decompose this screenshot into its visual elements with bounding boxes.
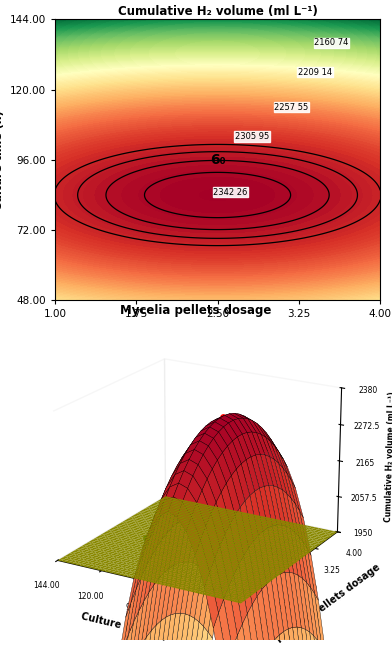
Text: 2342 26: 2342 26 — [213, 187, 248, 196]
Y-axis label: Mycelia pellets dosage: Mycelia pellets dosage — [275, 561, 382, 645]
X-axis label: Culture time (h): Culture time (h) — [80, 611, 169, 641]
X-axis label: Mycelia pellets dosage: Mycelia pellets dosage — [146, 325, 289, 335]
Y-axis label: Culture time (h): Culture time (h) — [0, 110, 4, 210]
Text: 2257 55: 2257 55 — [274, 103, 309, 112]
Title: Mycelia pellets dosage: Mycelia pellets dosage — [120, 304, 272, 317]
Title: Cumulative H₂ volume (ml L⁻¹): Cumulative H₂ volume (ml L⁻¹) — [118, 5, 318, 18]
Text: 2305 95: 2305 95 — [235, 132, 269, 141]
Text: 6₀: 6₀ — [210, 153, 225, 167]
Text: 2160 74: 2160 74 — [314, 38, 348, 47]
Text: 2209 14: 2209 14 — [298, 68, 332, 77]
